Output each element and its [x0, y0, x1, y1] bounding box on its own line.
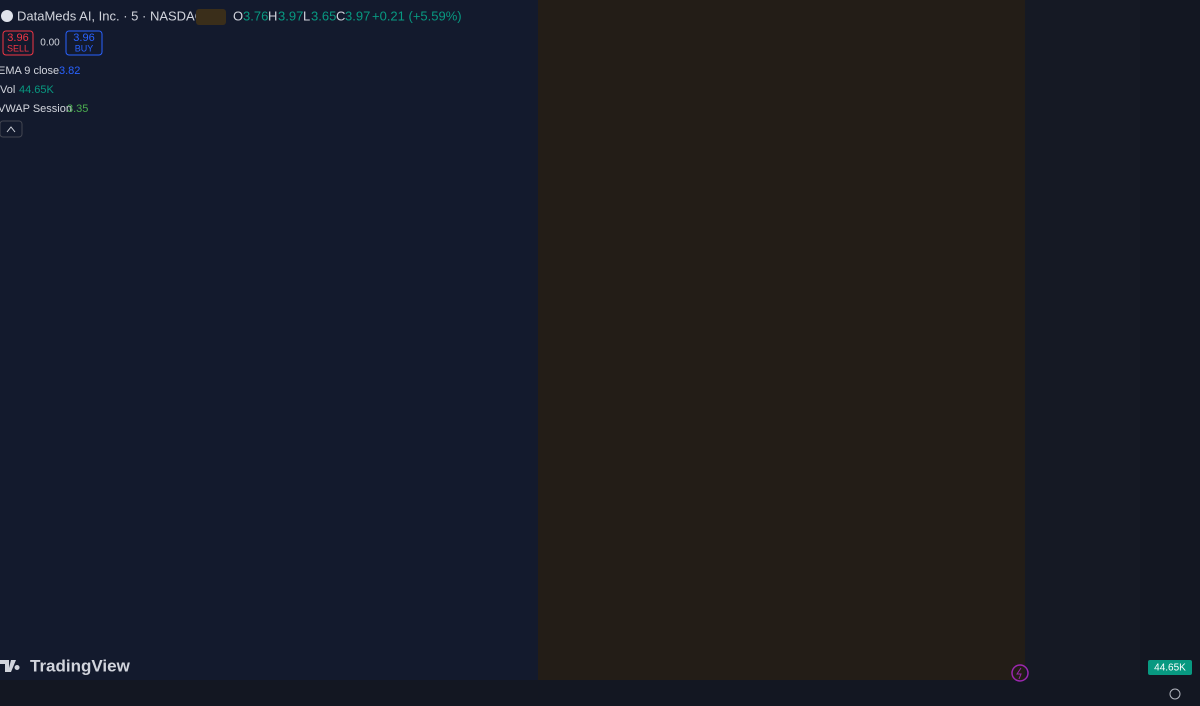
session-premarket — [538, 0, 1025, 680]
legend-value: 3.82 — [59, 65, 80, 77]
ohlc-label: H — [268, 8, 277, 23]
change: +0.21 (+5.59%) — [372, 8, 462, 23]
legend-name[interactable]: EMA 9 close — [0, 65, 59, 77]
price-badges: 44.65K — [1148, 660, 1192, 675]
session-regular — [0, 0, 538, 680]
session-future — [1025, 0, 1140, 680]
legend-name[interactable]: VWAP Session — [0, 103, 72, 115]
alert-bolt — [1016, 667, 1022, 680]
market-status[interactable] — [196, 9, 226, 25]
spread: 0.00 — [40, 38, 60, 49]
ohlc-value: 3.97 — [345, 8, 370, 23]
ohlc-label: L — [303, 8, 310, 23]
sell-label[interactable]: SELL — [7, 43, 29, 53]
ohlc-value: 3.97 — [278, 8, 303, 23]
logo-icon — [0, 660, 20, 672]
legend-value: 3.35 — [67, 103, 88, 115]
settings-icon[interactable] — [1169, 688, 1181, 700]
volume-badge-text: 44.65K — [1154, 663, 1186, 674]
logo-text[interactable]: TradingView — [30, 656, 131, 675]
symbol-logo — [1, 10, 13, 22]
ohlc-value: 3.65 — [311, 8, 336, 23]
ohlc-value: 3.76 — [243, 8, 268, 23]
buy-price[interactable]: 3.96 — [73, 32, 94, 44]
ohlc-label: C — [336, 8, 345, 23]
buy-button[interactable] — [65, 30, 103, 56]
legend-name[interactable]: Vol — [0, 84, 15, 96]
price-axis — [1140, 0, 1200, 706]
symbol[interactable]: DataMeds AI, Inc. · 5 · NASDAQ — [17, 8, 205, 23]
volume-badge — [1148, 660, 1192, 675]
sell-button[interactable] — [2, 30, 34, 56]
sell-price[interactable]: 3.96 — [7, 32, 28, 44]
legend-value: 44.65K — [19, 84, 55, 96]
toggle-icon — [6, 126, 16, 133]
legend-toggle[interactable] — [0, 120, 23, 138]
buy-label[interactable]: BUY — [75, 43, 94, 53]
alert-icon[interactable] — [1011, 664, 1029, 682]
time-axis — [0, 680, 1140, 706]
ohlc-label: O — [233, 8, 243, 23]
